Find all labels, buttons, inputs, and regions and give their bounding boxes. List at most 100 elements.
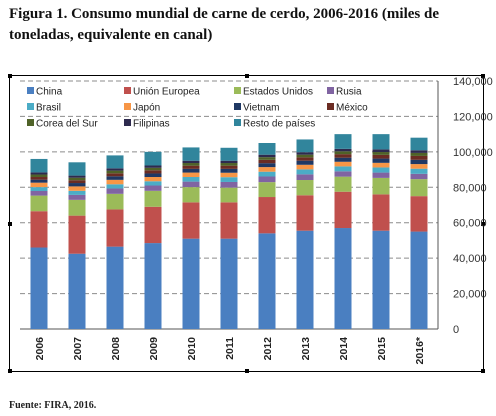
bar-segment xyxy=(372,158,390,163)
bar-segment xyxy=(296,154,314,158)
bar-segment xyxy=(220,177,238,182)
bar-segment xyxy=(106,246,124,329)
bar-segment xyxy=(410,231,428,329)
bar-segment xyxy=(372,149,390,153)
bar-segment xyxy=(258,154,276,158)
bar-segment xyxy=(258,197,276,234)
bar-segment xyxy=(30,191,48,196)
bar-segment xyxy=(144,151,162,166)
bar-segment xyxy=(334,134,352,149)
bar-segment xyxy=(106,176,124,180)
figure-title: Figura 1. Consumo mundial de carne de ce… xyxy=(9,6,439,43)
bar-segment xyxy=(182,181,200,188)
bar-segment xyxy=(410,150,428,153)
corner-handle xyxy=(481,369,485,373)
bar-segment xyxy=(30,195,48,212)
bar-segment xyxy=(68,175,86,178)
bar-segment xyxy=(68,199,86,216)
legend-swatch xyxy=(27,103,34,110)
bar-segment xyxy=(258,182,276,198)
bar-segment xyxy=(144,167,162,171)
bar-segment xyxy=(182,168,200,173)
legend-swatch xyxy=(234,87,241,94)
bar-segment xyxy=(334,148,352,152)
bar-segment xyxy=(144,206,162,244)
y-tick-label: 100,000 xyxy=(453,147,493,159)
bar-segment xyxy=(258,159,276,164)
corner-handle xyxy=(245,369,249,373)
bar-segment xyxy=(68,253,86,329)
bar-segment xyxy=(372,172,390,178)
bar-segment xyxy=(296,164,314,170)
figure-source: Fuente: FIRA, 2016. xyxy=(9,400,97,411)
legend-label: Resto de países xyxy=(243,119,315,130)
bar-segment xyxy=(372,152,390,155)
bar-segment xyxy=(30,172,48,175)
bar-segment xyxy=(220,163,238,166)
bar-segment xyxy=(68,180,86,184)
bar-segment xyxy=(334,154,352,158)
bar-segment xyxy=(296,174,314,181)
bar-segment xyxy=(144,181,162,186)
legend-label: Rusia xyxy=(336,87,362,98)
x-tick-label: 2007 xyxy=(72,337,84,361)
bar-segment xyxy=(30,187,48,192)
bar-segment xyxy=(144,185,162,191)
bar-segment xyxy=(410,173,428,180)
bar-segment xyxy=(144,173,162,178)
bar-segment xyxy=(68,162,86,176)
bar-segment xyxy=(258,157,276,160)
bar-segment xyxy=(30,179,48,183)
bar-segment xyxy=(296,169,314,175)
legend-swatch xyxy=(327,103,334,110)
bar-segment xyxy=(410,196,428,232)
bar-segment xyxy=(220,202,238,239)
bar-segment xyxy=(296,160,314,165)
bar-segment xyxy=(372,154,390,159)
bar-segment xyxy=(68,186,86,191)
bar-segment xyxy=(144,243,162,329)
x-tick-label: 2009 xyxy=(148,337,160,361)
legend-label: Corea del Sur xyxy=(36,119,98,130)
legend-label: Brasil xyxy=(36,103,61,114)
bar-segment xyxy=(68,190,86,195)
bar-segment xyxy=(182,163,200,166)
legend-swatch xyxy=(124,119,131,126)
bar-segment xyxy=(30,247,48,329)
bar-segment xyxy=(220,147,238,161)
legend-label: China xyxy=(36,87,63,98)
bar-segment xyxy=(68,177,86,181)
legend-label: Unión Europea xyxy=(133,87,200,98)
bar-segment xyxy=(182,238,200,329)
legend-label: Vietnam xyxy=(243,103,280,114)
bar-segment xyxy=(220,172,238,178)
bar-segment xyxy=(30,158,48,173)
bar-segment xyxy=(220,181,238,188)
x-tick-label: 2013 xyxy=(300,337,312,361)
bar-segment xyxy=(410,179,428,197)
bar-segment xyxy=(334,176,352,192)
bar-segment xyxy=(334,151,352,155)
bar-segment xyxy=(410,137,428,151)
corner-handle xyxy=(481,74,485,78)
x-tick-label: 2006 xyxy=(34,337,46,361)
bar-segment xyxy=(258,167,276,172)
legend-swatch xyxy=(124,87,131,94)
bar-segment xyxy=(182,202,200,239)
bar-segment xyxy=(144,165,162,168)
bar-segment xyxy=(106,188,124,194)
bar-segment xyxy=(334,171,352,177)
legend-label: México xyxy=(336,103,368,114)
corner-handle xyxy=(245,74,249,78)
y-tick-label: 0 xyxy=(453,324,459,336)
bar-segment xyxy=(258,143,276,155)
bar-segment xyxy=(296,195,314,231)
bar-segment xyxy=(296,230,314,329)
bar-segment xyxy=(30,182,48,188)
bar-segment xyxy=(220,238,238,329)
y-tick-label: 20,000 xyxy=(453,289,487,301)
corner-handle xyxy=(481,222,485,226)
bar-segment xyxy=(372,134,390,150)
bar-segment xyxy=(372,162,390,168)
